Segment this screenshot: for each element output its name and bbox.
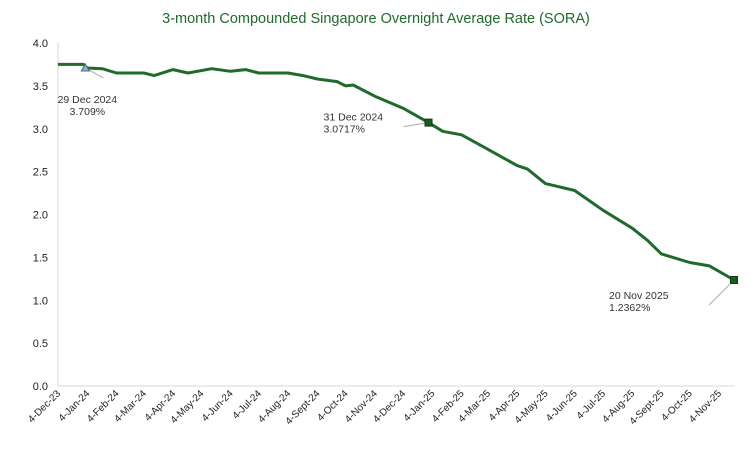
y-tick-label: 0.5	[33, 338, 48, 350]
annotation-leader-line	[708, 279, 735, 306]
annotation-value-label: 3.709%	[70, 106, 106, 118]
annotation-value-label: 1.2362%	[609, 302, 650, 314]
x-tick-label: 4-Dec-23	[26, 388, 63, 425]
annotation-date-label: 31 Dec 2024	[324, 112, 384, 124]
x-tick-label: 4-Jun-24	[200, 388, 236, 424]
y-tick-label: 1.5	[33, 252, 48, 264]
y-tick-label: 2.0	[33, 210, 48, 222]
annotation-triangle-marker	[80, 62, 91, 72]
annotation-value-label: 3.0717%	[324, 124, 365, 136]
annotation-date-label: 29 Dec 2024	[58, 94, 118, 106]
annotation-leader-line	[403, 122, 429, 128]
x-tick-label: 4-Jun-25	[544, 388, 580, 424]
annotation-square-marker	[730, 275, 738, 284]
annotation-square-marker	[424, 118, 433, 127]
sora-series-line	[58, 62, 735, 282]
x-tick-label: 4-Nov-25	[687, 388, 724, 425]
y-tick-label: 2.5	[33, 167, 48, 179]
y-tick-label: 1.0	[33, 295, 48, 307]
annotation-date-label: 20 Nov 2025	[609, 290, 669, 302]
y-tick-label: 3.0	[33, 124, 48, 136]
y-tick-label: 4.0	[33, 38, 48, 50]
y-tick-label: 3.5	[33, 81, 48, 93]
chart-title: 3-month Compounded Singapore Overnight A…	[162, 11, 590, 27]
y-tick-label: 0.0	[33, 381, 48, 393]
